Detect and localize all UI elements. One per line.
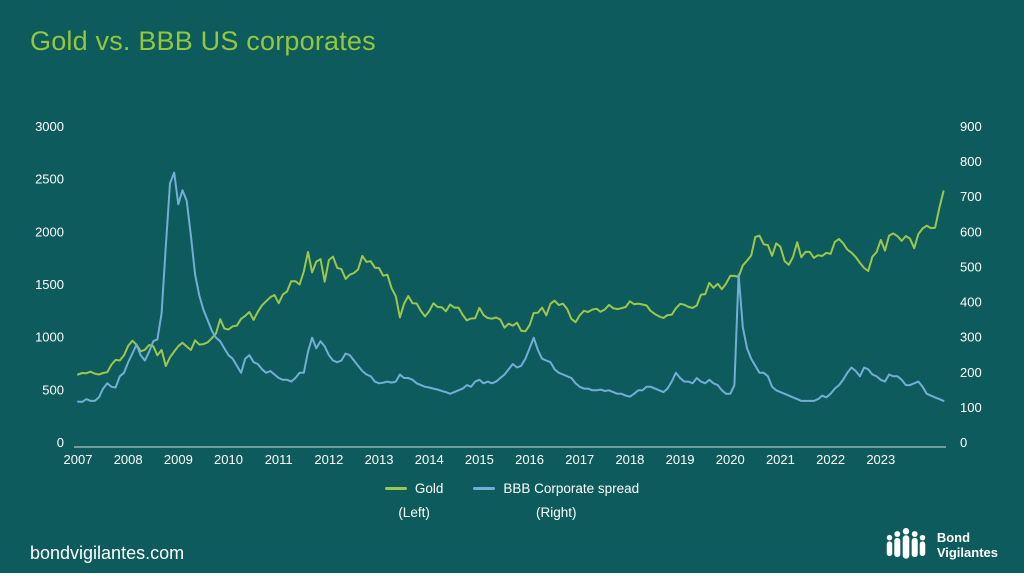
page-title: Gold vs. BBB US corporates bbox=[30, 26, 376, 56]
legend-sublabel-gold: (Left) bbox=[398, 505, 430, 520]
gold-line-swatch bbox=[384, 487, 407, 490]
x-axis-tick: 2013 bbox=[365, 452, 394, 467]
legend-label-gold: Gold bbox=[414, 481, 444, 496]
x-axis-tick: 2015 bbox=[465, 452, 494, 467]
right-axis-tick: 300 bbox=[960, 330, 982, 345]
legend-label-bbb-spread: BBB Corporate spread bbox=[503, 481, 640, 496]
right-axis-tick: 700 bbox=[960, 189, 982, 204]
x-axis-tick: 2022 bbox=[816, 452, 845, 467]
left-axis-tick: 500 bbox=[42, 382, 64, 397]
right-axis-tick: 600 bbox=[960, 224, 982, 239]
x-axis-tick: 2021 bbox=[766, 452, 795, 467]
right-axis-tick: 900 bbox=[960, 119, 982, 134]
x-axis-tick: 2018 bbox=[615, 452, 644, 467]
left-axis-tick: 2000 bbox=[35, 224, 64, 239]
bbb-spread-line bbox=[77, 171, 945, 403]
x-axis-tick: 2011 bbox=[265, 452, 293, 467]
x-axis-tick: 2016 bbox=[515, 452, 544, 467]
x-axis-tick: 2017 bbox=[565, 452, 594, 467]
x-axis-tick: 2023 bbox=[866, 452, 895, 467]
right-axis-tick: 400 bbox=[960, 295, 982, 310]
x-axis-tick: 2010 bbox=[214, 452, 243, 467]
bbb-spread-line-swatch bbox=[473, 487, 496, 490]
left-axis-tick: 1000 bbox=[35, 330, 64, 345]
left-axis-tick: 2500 bbox=[35, 172, 64, 187]
right-axis-tick: 500 bbox=[960, 259, 982, 274]
legend-item-gold: Gold (Left) bbox=[384, 481, 444, 520]
chart-legend: Gold (Left) BBB Corporate spread (Right) bbox=[0, 481, 1024, 520]
left-axis-tick: 0 bbox=[57, 435, 64, 450]
bottom-divider bbox=[0, 573, 1024, 576]
logo-text: Bond Vigilantes bbox=[937, 530, 998, 561]
left-axis-tick: 3000 bbox=[35, 119, 64, 134]
bond-vigilantes-logo: Bond Vigilantes bbox=[884, 526, 998, 564]
x-axis-tick: 2012 bbox=[314, 452, 343, 467]
right-axis-tick: 0 bbox=[960, 435, 967, 450]
right-axis-tick: 100 bbox=[960, 400, 982, 415]
people-group-icon bbox=[886, 528, 926, 559]
x-axis-tick: 2019 bbox=[666, 452, 695, 467]
logo-text-line2: Vigilantes bbox=[936, 545, 998, 560]
legend-sublabel-bbb-spread: (Right) bbox=[536, 505, 577, 520]
gold-line bbox=[77, 190, 945, 376]
x-axis-tick: 2008 bbox=[114, 452, 143, 467]
logo-text-line1: Bond bbox=[936, 529, 971, 545]
x-axis-tick: 2009 bbox=[164, 452, 193, 467]
right-axis-tick: 800 bbox=[960, 154, 982, 169]
right-axis-tick: 200 bbox=[960, 365, 982, 380]
legend-item-bbb-spread: BBB Corporate spread (Right) bbox=[473, 481, 639, 520]
left-axis-tick: 1500 bbox=[35, 277, 64, 292]
website-link[interactable]: bondvigilantes.com bbox=[30, 543, 185, 563]
x-axis-tick: 2014 bbox=[415, 452, 444, 467]
x-axis-tick: 2020 bbox=[716, 452, 745, 467]
x-axis-tick: 2007 bbox=[64, 452, 93, 467]
